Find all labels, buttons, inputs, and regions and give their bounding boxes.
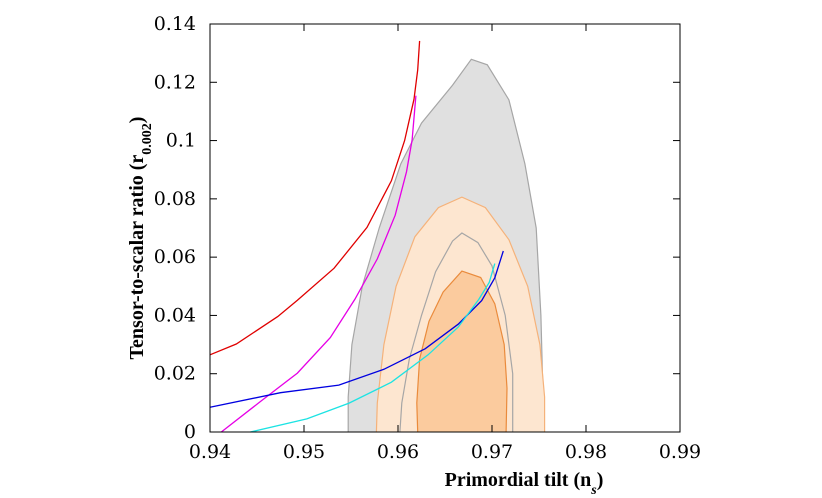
x-tick-label: 0.97 [471, 441, 513, 463]
y-tick-label: 0.1 [166, 130, 196, 152]
y-tick-label: 0.12 [154, 71, 196, 93]
x-tick-label: 0.96 [377, 441, 419, 463]
plot-frame [209, 23, 681, 433]
x-tick-label: 0.99 [659, 441, 701, 463]
series-line-4 [250, 263, 496, 433]
series-line-3 [209, 250, 504, 408]
series-line-2 [220, 95, 417, 433]
x-tick-label: 0.98 [565, 441, 607, 463]
y-tick-label: 0.04 [154, 304, 196, 326]
y-tick-label: 0.02 [154, 363, 196, 385]
contour-3 [399, 232, 514, 433]
model-prediction-curves [209, 40, 504, 433]
axes: 0.94 0.95 0.96 0.97 0.98 0.99 0 0.02 0.04 0.06 0.0… [154, 13, 701, 463]
y-tick-label: 0.08 [154, 188, 196, 210]
x-axis-title: Primordial tilt (ns) [445, 469, 604, 498]
contour-4 [416, 270, 508, 433]
credible-region-contours [347, 58, 546, 433]
series-line-1 [209, 40, 421, 356]
y-tick-label: 0.14 [154, 13, 196, 35]
x-tick-label: 0.94 [189, 441, 231, 463]
y-tick-label: 0.06 [154, 246, 196, 268]
y-tick-label: 0 [184, 421, 196, 443]
x-tick-label: 0.95 [283, 441, 325, 463]
y-axis-title: Tensor-to-scalar ratio (r0.002) [126, 117, 155, 360]
